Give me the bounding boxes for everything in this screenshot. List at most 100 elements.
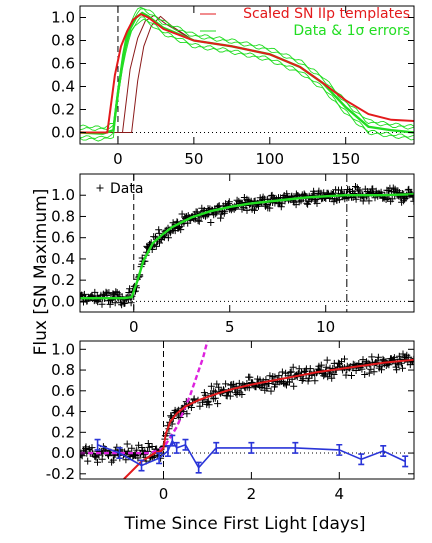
data-point: [204, 397, 212, 405]
data-point: [109, 456, 117, 464]
data-point: [266, 372, 274, 380]
x-tick-label: 100: [255, 150, 284, 168]
data-point: [214, 400, 222, 408]
y-tick-label: 0.2: [51, 101, 75, 119]
data-error-line: [80, 8, 414, 131]
y-tick-label: 1.0: [51, 9, 75, 27]
data-point: [91, 288, 99, 296]
residual-errorbar: [138, 459, 145, 472]
legend-label: Scaled SN IIp templates: [243, 6, 410, 22]
data-point: [278, 368, 286, 376]
data-points: [80, 183, 414, 309]
data-point: [324, 373, 332, 381]
data-point: [194, 217, 202, 225]
residual-errorbar: [380, 444, 387, 457]
figure-xlabel: Time Since First Light [days]: [124, 514, 366, 534]
data-point: [207, 382, 215, 390]
data-point: [243, 206, 251, 214]
legend-label: Data & 1σ errors: [293, 23, 410, 39]
data-point: [134, 454, 142, 462]
data-point: [266, 204, 274, 212]
data-point: [125, 289, 133, 296]
data-point: [123, 440, 131, 448]
data-point: [393, 366, 401, 374]
data-point: [289, 363, 297, 371]
data-error-line: [80, 6, 414, 129]
plot-frame: [79, 5, 415, 145]
data-point: [235, 379, 243, 387]
x-tick-label: 0: [159, 485, 169, 503]
residual-errorbar: [292, 441, 299, 454]
plot-area: [80, 6, 414, 144]
data-point: [290, 382, 298, 390]
data-point: [138, 444, 146, 451]
data-point: [195, 217, 203, 225]
plot-frame: [79, 340, 415, 480]
panel-bottom: -0.2 0.0 0.2 0.4 0.6 0.8 1.0 0 2 4: [46, 340, 415, 503]
y-tick-label: 0.6: [51, 229, 75, 247]
data-point: [238, 391, 246, 398]
y-tick-label: 0.2: [51, 423, 75, 441]
data-point: [98, 300, 106, 308]
data-point: [320, 372, 328, 380]
data-point: [91, 452, 99, 460]
data-point: [225, 198, 233, 206]
data-point: [298, 377, 306, 384]
data-point: [238, 205, 246, 213]
y-tick-label: -0.2: [46, 465, 75, 483]
data-point: [374, 353, 382, 361]
data-point: [322, 363, 330, 371]
data-point: [121, 299, 129, 307]
data-point: [215, 383, 223, 391]
residual-errorbar: [336, 443, 343, 456]
data-point: [382, 196, 390, 203]
x-tick-label: 2: [247, 485, 257, 503]
template-variant-line: [80, 14, 195, 133]
data-point: [88, 444, 96, 452]
data-point: [84, 457, 92, 465]
data-point: [323, 356, 331, 364]
residual-errorbar: [248, 441, 255, 454]
data-point: [246, 373, 254, 381]
plot-frame: [79, 173, 415, 313]
data-point: [365, 369, 373, 377]
data-point: [251, 206, 258, 214]
data-point: [405, 185, 413, 193]
y-tick-label: 1.0: [51, 340, 75, 358]
y-tick-label: 0.0: [51, 124, 75, 142]
data-point: [196, 402, 204, 410]
y-tick-label: 0.4: [51, 250, 75, 268]
data-point: [334, 359, 342, 367]
data-point: [98, 455, 106, 463]
y-tick-label: 0.8: [51, 32, 75, 50]
residual-line: [97, 438, 406, 469]
x-tick-label: 150: [331, 150, 360, 168]
plot-area: [80, 174, 414, 312]
data-point: [94, 458, 101, 466]
data-point: [395, 352, 403, 360]
data-point: [368, 353, 376, 361]
data-point: [311, 377, 319, 385]
data-point: [356, 187, 364, 195]
x-tick-label: 5: [225, 318, 235, 336]
data-point: [313, 199, 321, 207]
residual-errorbar: [358, 453, 365, 466]
model-fit-line: [123, 358, 414, 479]
y-tick-label: 0.0: [51, 444, 75, 462]
data-point: [304, 200, 312, 208]
residual-errorbar: [169, 434, 176, 447]
y-tick-label: 0.8: [51, 361, 75, 379]
data-point: [152, 242, 160, 250]
data-point: [222, 380, 230, 388]
data-point: [128, 444, 136, 452]
x-tick-label: 50: [184, 150, 203, 168]
x-tick-label: 0: [129, 318, 139, 336]
data-point: [341, 355, 348, 363]
legend-marker: [96, 184, 104, 192]
x-tick-label: 0: [113, 150, 123, 168]
data-point: [352, 195, 360, 203]
x-tick-label: 4: [335, 485, 345, 503]
data-error-line: [80, 16, 414, 139]
data-point: [287, 368, 295, 376]
legend-label: Data: [110, 181, 143, 197]
